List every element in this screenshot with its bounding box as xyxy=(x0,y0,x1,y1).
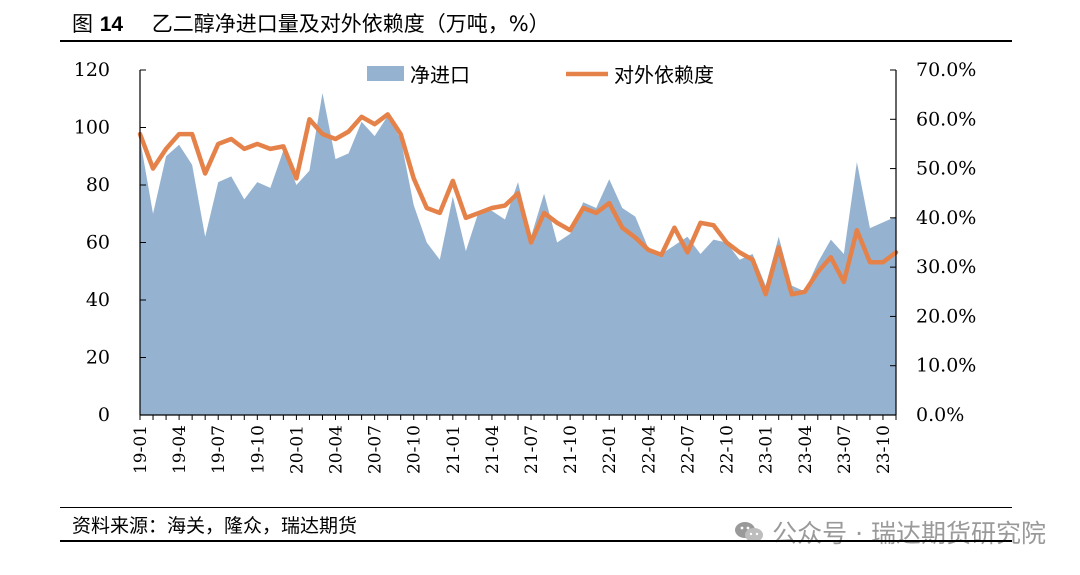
wechat-icon xyxy=(735,522,764,542)
figure-title: 图 14 乙二醇净进口量及对外依赖度（万吨，%） xyxy=(72,8,550,38)
x-tick-label: 20-07 xyxy=(366,425,386,474)
y-right-tick-label: 20.0% xyxy=(916,305,976,327)
y-right-tick-label: 30.0% xyxy=(916,256,976,278)
figure-label: 图 xyxy=(72,12,93,36)
figure-number: 14 xyxy=(99,13,124,36)
y-right-tick-label: 60.0% xyxy=(916,108,976,130)
figure-title-text: 乙二醇净进口量及对外依赖度（万吨，%） xyxy=(151,12,550,36)
x-tick-label: 21-07 xyxy=(522,425,542,474)
y-right-tick-label: 50.0% xyxy=(916,158,976,180)
y-left-tick-label: 60 xyxy=(86,232,110,254)
x-tick-label: 19-04 xyxy=(170,425,190,474)
x-tick-label: 19-07 xyxy=(209,425,229,474)
x-tick-label: 20-01 xyxy=(287,425,307,474)
y-left-tick-label: 80 xyxy=(86,174,110,196)
legend-label-net-import: 净进口 xyxy=(410,63,470,87)
bottom-rule xyxy=(60,540,1012,542)
legend-swatch-net-import xyxy=(367,66,404,81)
watermark: 公众号 · 瑞达期货研究院 xyxy=(734,514,1046,550)
line-series-dependency xyxy=(137,112,899,297)
x-tick-label: 19-10 xyxy=(248,425,268,474)
area-series-net-import xyxy=(140,93,896,415)
y-right-tick-label: 10.0% xyxy=(916,355,976,377)
x-tick-label: 23-07 xyxy=(835,425,855,474)
x-tick-label: 20-04 xyxy=(327,425,347,474)
x-tick-label: 21-01 xyxy=(444,425,464,474)
x-tick-label: 20-10 xyxy=(405,425,425,474)
y-right-tick-label: 40.0% xyxy=(916,207,976,229)
y-left-tick-label: 120 xyxy=(74,59,110,81)
y-right-tick-label: 70.0% xyxy=(916,59,976,81)
x-tick-label: 22-10 xyxy=(718,425,738,474)
y-left-tick-label: 100 xyxy=(74,117,110,139)
legend-label-dependency: 对外依赖度 xyxy=(614,63,714,87)
x-tick-label: 21-04 xyxy=(483,425,503,474)
y-left-tick-label: 40 xyxy=(86,289,110,311)
chart: 0 20 40 60 80 100 120 0.0% 10.0% 20.0% 30.0% 40.0% 5… xyxy=(74,59,977,474)
x-tick-label: 23-10 xyxy=(874,425,894,474)
y-right-tick-label: 0.0% xyxy=(916,404,964,426)
middle-rule xyxy=(60,507,1012,508)
source-note: 资料来源：海关，隆众，瑞达期货 xyxy=(72,515,358,537)
y-left-tick-label: 20 xyxy=(86,347,110,369)
top-rule xyxy=(60,40,1012,42)
x-tick-label: 22-04 xyxy=(639,425,659,474)
watermark-text: 公众号 · 瑞达期货研究院 xyxy=(772,519,1046,548)
x-tick-label: 21-10 xyxy=(561,425,581,474)
x-tick-label: 23-01 xyxy=(757,425,777,474)
x-tick-label: 22-07 xyxy=(678,425,698,474)
y-left-tick-label: 0 xyxy=(98,404,110,426)
x-tick-label: 23-04 xyxy=(796,425,816,474)
x-tick-label: 22-01 xyxy=(600,425,620,474)
x-tick-label: 19-01 xyxy=(131,425,151,474)
